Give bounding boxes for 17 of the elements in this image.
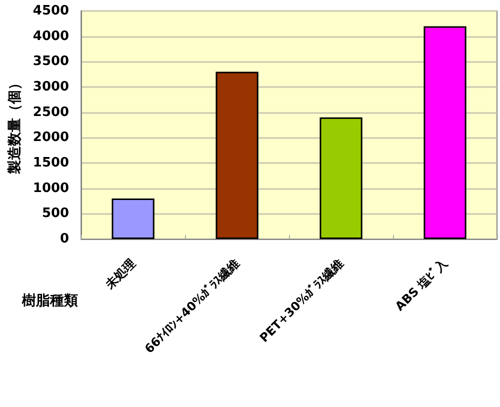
y-tick-label: 500 [42, 206, 70, 222]
bar [320, 117, 362, 239]
y-axis-title: 製造数量（個） [7, 76, 23, 175]
y-tick-label: 1500 [32, 156, 70, 170]
bar [112, 198, 154, 239]
bar [424, 26, 466, 239]
y-tick-label: 2000 [32, 130, 70, 146]
y-tick-label: 4500 [32, 4, 70, 18]
bar [216, 72, 258, 239]
y-tick-label: 1000 [32, 180, 70, 196]
y-tick-label: 2500 [32, 104, 70, 120]
y-tick-label: 3500 [32, 54, 70, 70]
x-axis-title: 樹脂種類 [21, 293, 78, 309]
y-tick-label: 4000 [32, 28, 70, 44]
y-tick-label: 3000 [32, 80, 70, 94]
y-tick-label: 0 [60, 232, 70, 246]
x-tick-label: 未処理 [102, 256, 138, 292]
